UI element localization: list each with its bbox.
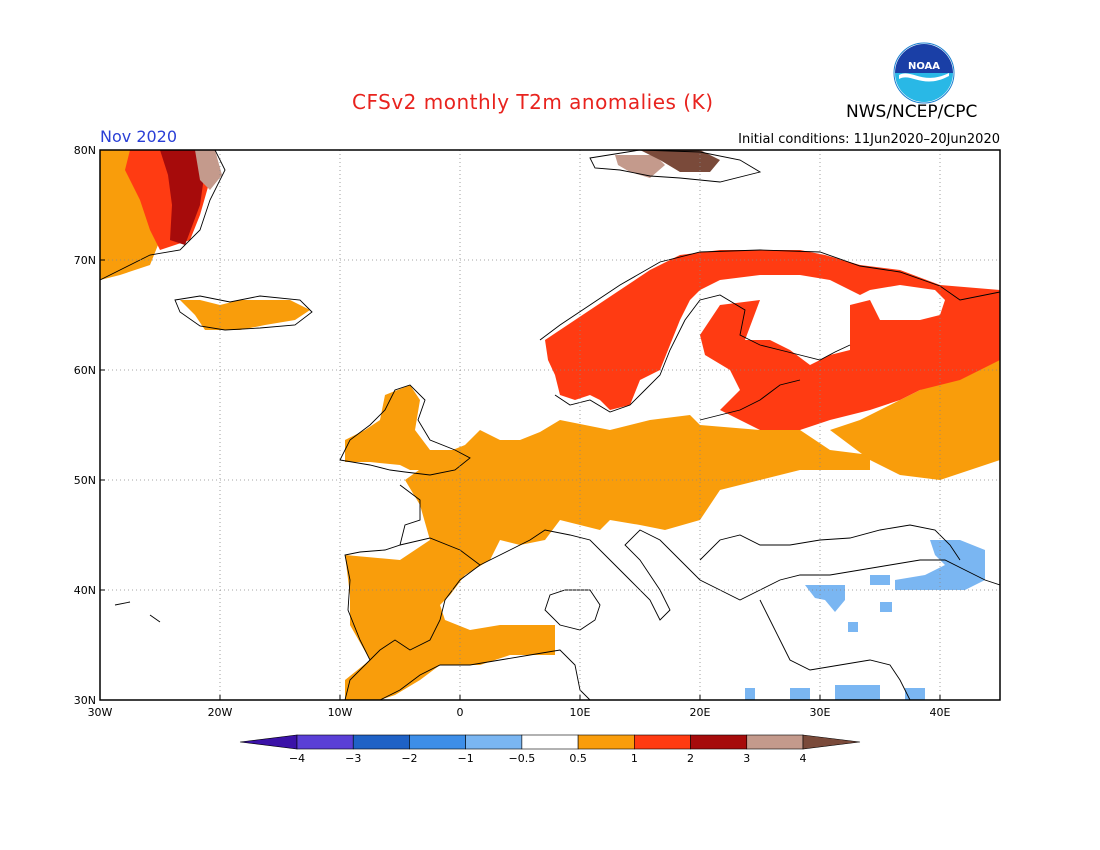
lon-tick-label: 0 <box>457 706 464 719</box>
lat-tick-label: 40N <box>74 584 96 597</box>
agency-label: NWS/NCEP/CPC <box>846 102 978 122</box>
lon-tick-label: 10E <box>570 706 591 719</box>
forecast-month: Nov 2020 <box>100 127 178 146</box>
colorbar-bin <box>296 734 354 750</box>
lon-tick-label: 30E <box>810 706 831 719</box>
colorbar-tick-label: 4 <box>800 752 807 765</box>
region-britain <box>345 385 470 470</box>
region-iceland <box>180 300 310 330</box>
region-turkey-blue <box>805 585 845 612</box>
lon-tick-label: 40E <box>930 706 951 719</box>
colorbar-tick-label: 2 <box>687 752 694 765</box>
region-svalbard-brown <box>615 155 665 178</box>
colorbar-bin <box>465 734 523 750</box>
colorbar-tick-label: −4 <box>289 752 305 765</box>
lat-tick-label: 60N <box>74 364 96 377</box>
colorbar: −4 −3 −2 −1 −0.5 0.5 1 2 3 4 <box>239 734 861 765</box>
lat-tick-label: 50N <box>74 474 96 487</box>
colorbar-bin <box>352 734 410 750</box>
map-title: CFSv2 monthly T2m anomalies (K) <box>352 90 714 114</box>
region-greenland-brown <box>195 150 222 190</box>
colorbar-tick-label: −0.5 <box>509 752 536 765</box>
colorbar-bin <box>409 734 466 750</box>
lat-tick-label: 80N <box>74 144 96 157</box>
colorbar-tick-label: 1 <box>631 752 638 765</box>
region-greenland-darkred <box>160 150 205 245</box>
colorbar-bin <box>746 734 804 750</box>
longitude-axis: 30W 20W 10W 0 10E 20E 30E 40E <box>88 695 951 719</box>
map-frame <box>99 149 1001 701</box>
colorbar-bin <box>634 734 691 750</box>
region-iberia-france <box>345 415 870 700</box>
noaa-logo-icon: NOAA <box>893 42 955 104</box>
lat-tick-label: 70N <box>74 254 96 267</box>
colorbar-tick-label: 3 <box>743 752 750 765</box>
initial-conditions: Initial conditions: 11Jun2020–20Jun2020 <box>738 132 1000 147</box>
colorbar-bin <box>690 734 748 750</box>
colorbar-tick-label: 0.5 <box>569 752 587 765</box>
colorbar-bin <box>521 734 579 750</box>
lon-tick-label: 10W <box>328 706 353 719</box>
colorbar-bin <box>577 734 635 750</box>
latitude-axis: 30N 40N 50N 60N 70N 80N <box>74 144 105 707</box>
anomaly-fields <box>100 150 1000 700</box>
region-scandinavia-russia <box>545 250 1000 430</box>
colorbar-bin <box>802 734 861 750</box>
colorbar-tick-label: −2 <box>401 752 417 765</box>
colorbar-bin <box>239 734 298 750</box>
colorbar-tick-label: −1 <box>458 752 474 765</box>
lon-tick-label: 20W <box>208 706 233 719</box>
lon-tick-label: 20E <box>690 706 711 719</box>
logo-text: NOAA <box>908 61 940 72</box>
region-greenland-orange <box>100 150 160 280</box>
region-east-russia <box>830 360 1000 480</box>
lon-tick-label: 30W <box>88 706 113 719</box>
lat-tick-label: 30N <box>74 694 96 707</box>
colorbar-tick-label: −3 <box>345 752 361 765</box>
region-black-sea-blue <box>895 540 985 590</box>
region-cyprus-blue <box>745 575 925 700</box>
